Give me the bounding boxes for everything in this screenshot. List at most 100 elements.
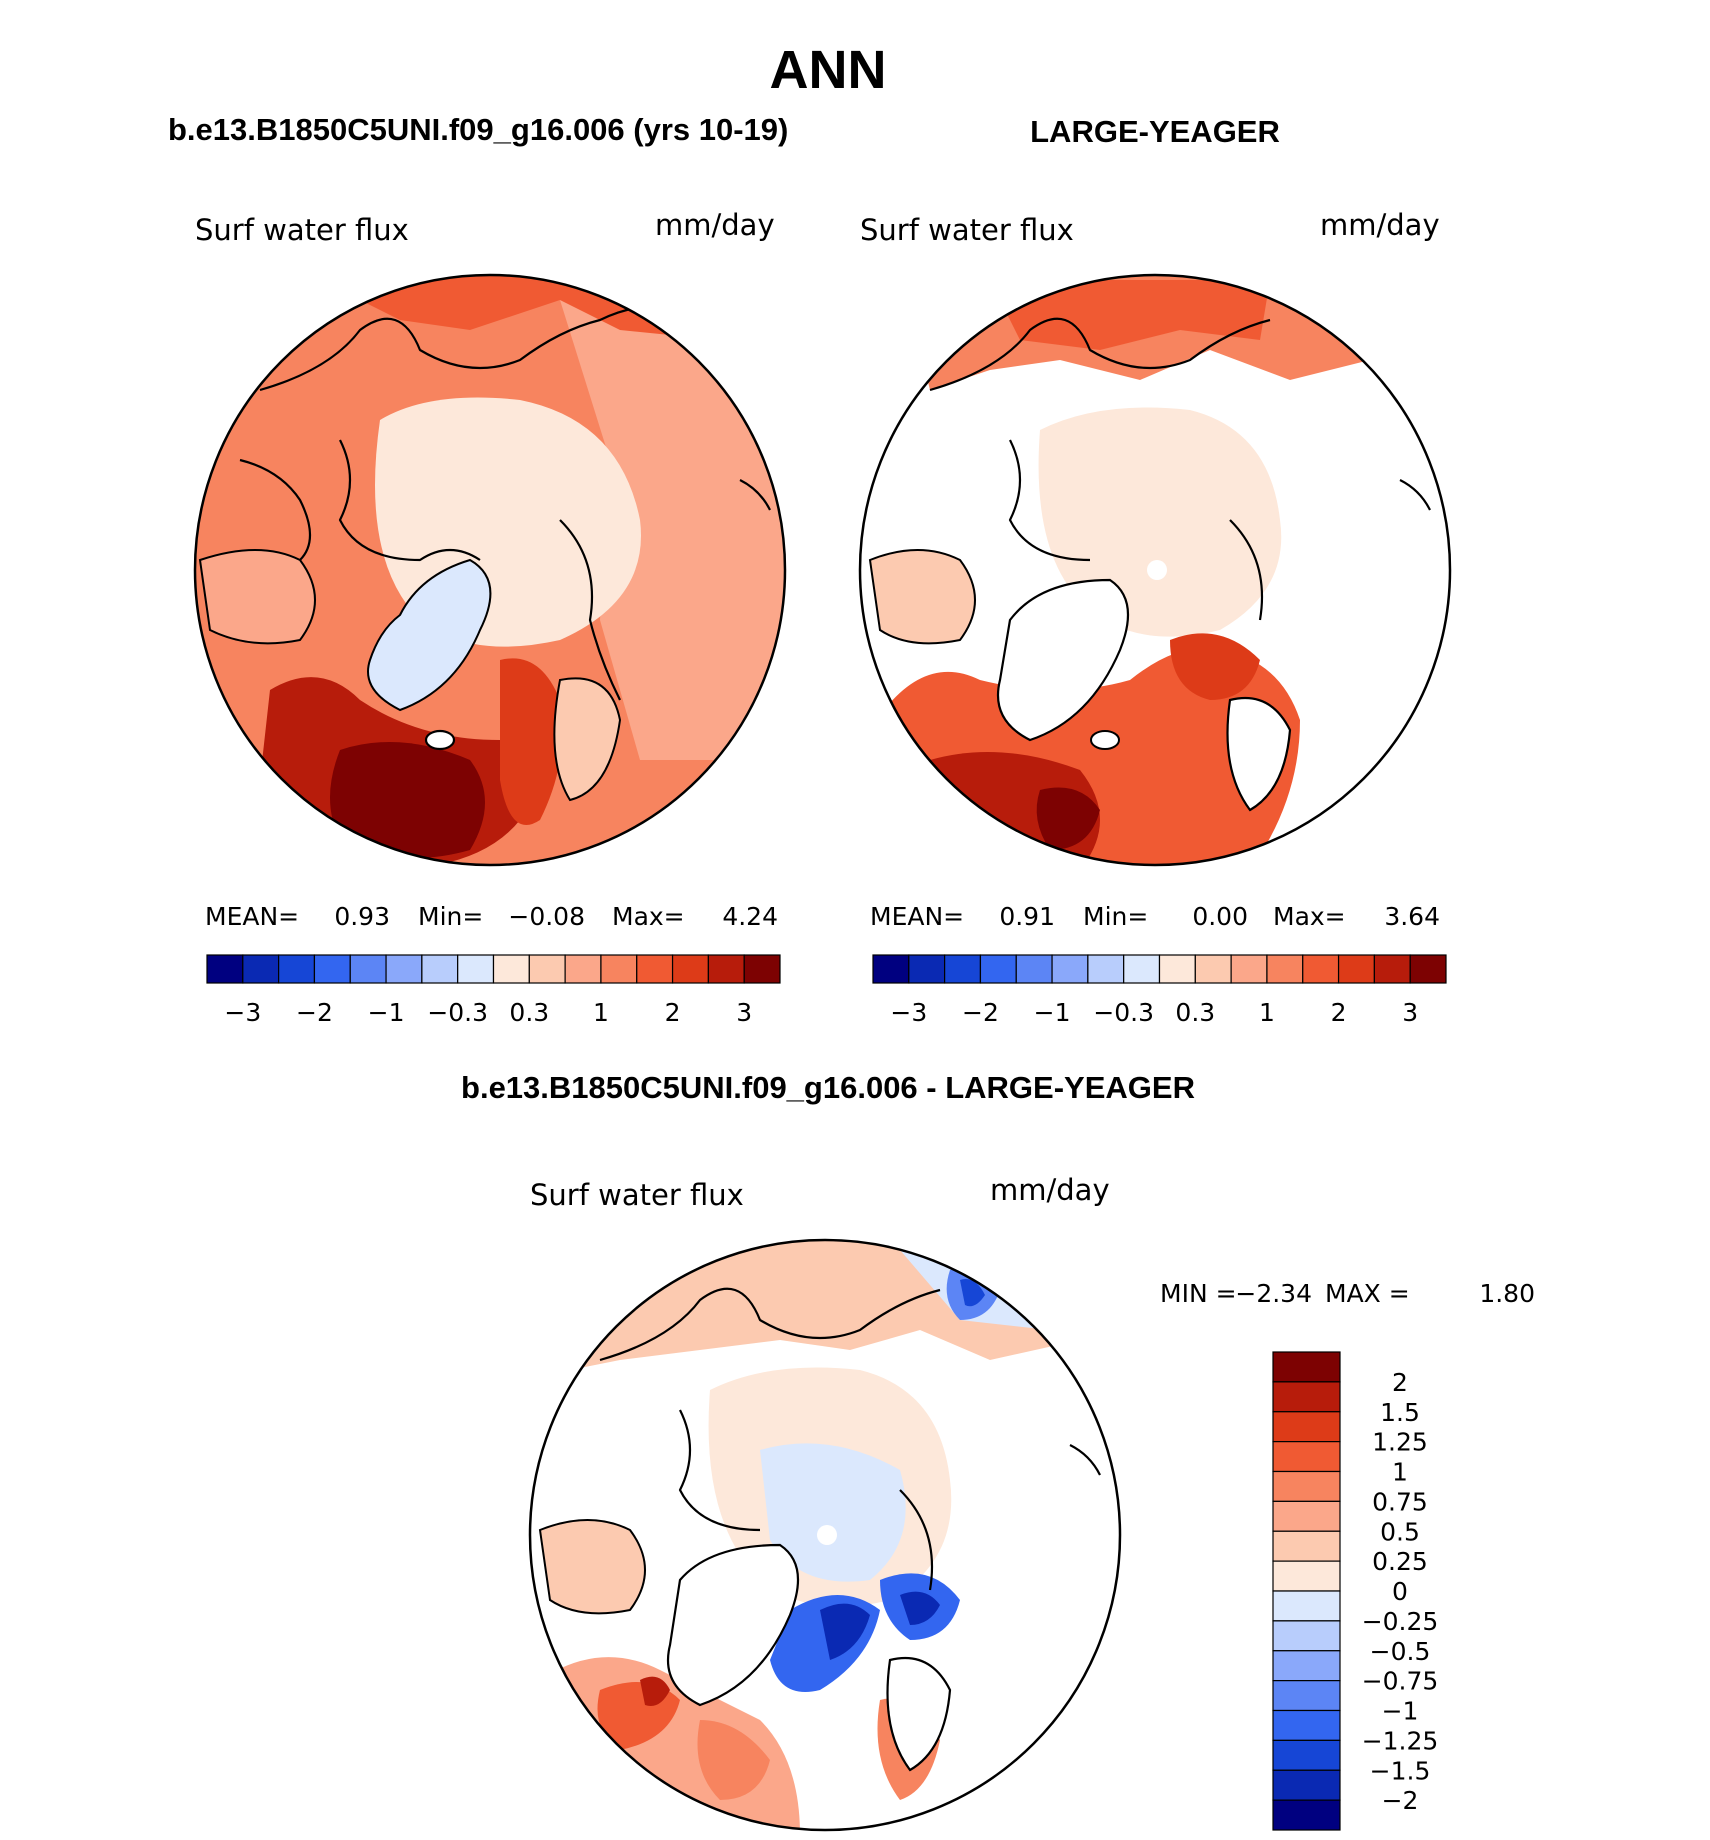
panel-b-colorbar-swatch [1266, 954, 1304, 984]
panel-a-colorbar-swatch [421, 954, 459, 984]
panel-c-max-value: 1.80 [1479, 1279, 1535, 1308]
panel-c-colorbar-tick-label: −1.5 [1370, 1756, 1431, 1785]
panel-a-colorbar-tick-label: 2 [665, 998, 681, 1027]
panel-b-colorbar: −3 −2 −1 −0.3 0.3 1 2 3 [872, 954, 1447, 1027]
panel-a-units: mm/day [655, 208, 775, 242]
panel-c-colorbar-swatch [1272, 1530, 1341, 1562]
panel-b-variable: Surf water flux [860, 213, 1074, 247]
panel-c-colorbar-swatch [1272, 1381, 1341, 1413]
panel-a-colorbar-tick-label: −3 [224, 998, 261, 1027]
panel-a-colorbar-tick-label: 0.3 [509, 998, 549, 1027]
panel-b-colorbar-swatch [872, 954, 910, 984]
panel-a-heading: b.e13.B1850C5UNI.f09_g16.006 (yrs 10-19) [168, 112, 788, 147]
panel-b-colorbar-swatch [1087, 954, 1125, 984]
panel-c-colorbar-swatch [1272, 1709, 1341, 1741]
panel-c-colorbar-tick-label: −2 [1382, 1786, 1419, 1815]
panel-c-colorbar-tick-label: −0.75 [1362, 1667, 1439, 1696]
panel-b-colorbar-swatch [1015, 954, 1053, 984]
panel-b-max-value: 3.64 [1384, 902, 1440, 931]
panel-b-colorbar-swatch [1230, 954, 1268, 984]
panel-c-units: mm/day [990, 1173, 1110, 1207]
panel-c-colorbar-tick-label: 0.5 [1380, 1517, 1420, 1546]
page-title: ANN [770, 40, 887, 100]
panel-c-max-label: MAX = [1325, 1279, 1410, 1308]
panel-b-min-label: Min= [1083, 902, 1148, 931]
panel-a-colorbar-tick-label: −2 [296, 998, 333, 1027]
panel-b-mean-value: 0.91 [999, 902, 1055, 931]
panel-b-heading: LARGE-YEAGER [1030, 114, 1280, 149]
panel-c-map [530, 1240, 1120, 1830]
panel-a-colorbar-swatch [492, 954, 530, 984]
panel-b-colorbar-tick-label: 0.3 [1175, 998, 1215, 1027]
panel-c-colorbar-swatch [1272, 1560, 1341, 1592]
panel-c-colorbar-swatch [1272, 1590, 1341, 1622]
panel-a-colorbar-swatch [385, 954, 423, 984]
panel-c-colorbar-tick-label: 1.25 [1372, 1428, 1428, 1457]
panel-a-colorbar-swatch [707, 954, 745, 984]
panel-c-min-value: −2.34 [1235, 1279, 1312, 1308]
panel-c-colorbar-tick-label: 0.25 [1372, 1547, 1428, 1576]
panel-a-colorbar-tick-label: 3 [736, 998, 752, 1027]
panel-c-colorbar-swatch [1272, 1500, 1341, 1532]
panel-a-max-label: Max= [612, 902, 685, 931]
panel-c-colorbar-tick-label: −1.25 [1362, 1726, 1439, 1755]
panel-b-colorbar-swatch [944, 954, 982, 984]
panel-a-colorbar-swatch [636, 954, 674, 984]
panel-b-colorbar-swatch [1158, 954, 1196, 984]
panel-a-colorbar-swatch [457, 954, 495, 984]
panel-b-units: mm/day [1320, 208, 1440, 242]
panel-c-colorbar-tick-label: 1.5 [1380, 1398, 1420, 1427]
panel-c-colorbar-swatch [1272, 1441, 1341, 1473]
panel-a-min-value: −0.08 [508, 902, 585, 931]
panel-b-colorbar-swatch [1123, 954, 1161, 984]
panel-a-colorbar-tick-label: −0.3 [427, 998, 488, 1027]
panel-c-heading: b.e13.B1850C5UNI.f09_g16.006 - LARGE-YEA… [461, 1070, 1195, 1105]
panel-a-max-value: 4.24 [722, 902, 778, 931]
panel-b-colorbar-swatch [1051, 954, 1089, 984]
panel-a-colorbar-swatch [528, 954, 566, 984]
panel-a-mean-value: 0.93 [334, 902, 390, 931]
panel-a-map [195, 275, 785, 865]
panel-c-min-label: MIN = [1160, 1279, 1237, 1308]
panel-c-colorbar-swatch [1272, 1411, 1341, 1443]
panel-b-colorbar-tick-label: 1 [1259, 998, 1275, 1027]
panel-b-mean-label: MEAN= [870, 902, 964, 931]
panel-c-colorbar: 21.51.2510.750.50.250−0.25−0.5−0.75−1−1.… [1272, 1351, 1439, 1831]
panel-b-colorbar-swatch [1373, 954, 1411, 984]
panel-c: b.e13.B1850C5UNI.f09_g16.006 - LARGE-YEA… [461, 1070, 1535, 1832]
panel-c-colorbar-tick-label: 2 [1392, 1368, 1408, 1397]
panel-c-colorbar-swatch [1272, 1739, 1341, 1771]
panel-b-colorbar-tick-label: −0.3 [1093, 998, 1154, 1027]
panel-c-variable: Surf water flux [530, 1178, 744, 1212]
panel-a-colorbar-tick-label: 1 [593, 998, 609, 1027]
panel-a-colorbar-swatch [671, 954, 709, 984]
panel-c-colorbar-swatch [1272, 1351, 1341, 1383]
panel-c-colorbar-swatch [1272, 1470, 1341, 1502]
panel-a-min-label: Min= [418, 902, 483, 931]
panel-a-colorbar-swatch [313, 954, 351, 984]
panel-b-colorbar-swatch [1302, 954, 1340, 984]
panel-b-colorbar-swatch [908, 954, 946, 984]
panel-c-colorbar-tick-label: −1 [1382, 1697, 1419, 1726]
panel-b-colorbar-swatch [1409, 954, 1447, 984]
panel-c-colorbar-tick-label: 0 [1392, 1577, 1408, 1606]
panel-c-colorbar-swatch [1272, 1769, 1341, 1801]
panel-c-colorbar-swatch [1272, 1799, 1341, 1831]
panel-c-colorbar-swatch [1272, 1680, 1341, 1712]
panel-a-colorbar-swatch [600, 954, 638, 984]
greenland-shape [367, 558, 492, 712]
panel-b: Surf water flux mm/day [858, 208, 1452, 1027]
panel-c-colorbar-swatch [1272, 1620, 1341, 1652]
panel-b-colorbar-swatch [1337, 954, 1375, 984]
panel-a-colorbar: −3 −2 −1 −0.3 0.3 1 2 3 [206, 954, 781, 1027]
panel-c-colorbar-swatch [1272, 1650, 1341, 1682]
panel-b-colorbar-swatch [1194, 954, 1232, 984]
panel-a-colorbar-swatch [743, 954, 781, 984]
panel-b-map [860, 275, 1450, 865]
panel-b-min-value: 0.00 [1192, 902, 1248, 931]
panel-b-colorbar-tick-label: −2 [962, 998, 999, 1027]
panel-a-colorbar-tick-label: −1 [368, 998, 405, 1027]
panel-c-colorbar-tick-label: −0.25 [1362, 1607, 1439, 1636]
panel-b-max-label: Max= [1273, 902, 1346, 931]
